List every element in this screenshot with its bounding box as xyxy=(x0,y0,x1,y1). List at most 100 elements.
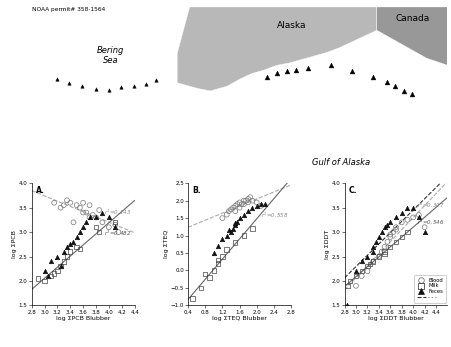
Point xyxy=(235,200,243,205)
Point xyxy=(257,203,264,209)
Point xyxy=(357,273,364,279)
Point xyxy=(227,229,234,235)
Y-axis label: log ΣDDT: log ΣDDT xyxy=(325,230,330,259)
Point xyxy=(248,226,255,231)
Point xyxy=(73,234,80,240)
Point xyxy=(386,244,393,249)
Point xyxy=(223,212,230,218)
Point xyxy=(57,263,64,269)
Point xyxy=(86,202,93,208)
Point xyxy=(86,215,93,220)
Text: Canada: Canada xyxy=(394,14,428,23)
Point xyxy=(189,296,196,301)
Point xyxy=(414,215,422,220)
Point xyxy=(63,197,70,203)
Point xyxy=(47,259,55,264)
Point xyxy=(41,268,48,274)
Point xyxy=(92,215,99,220)
X-axis label: log ΣDDT Blubber: log ΣDDT Blubber xyxy=(367,316,423,321)
Point xyxy=(57,263,64,269)
Point xyxy=(372,239,379,245)
Point xyxy=(346,278,353,284)
Point xyxy=(111,222,119,228)
Text: Alaska: Alaska xyxy=(276,21,306,30)
Point xyxy=(206,275,213,280)
Point xyxy=(60,202,67,208)
Point xyxy=(253,200,260,205)
Point xyxy=(92,225,99,230)
Point xyxy=(111,225,119,230)
X-axis label: log ΣTEQ Blubber: log ΣTEQ Blubber xyxy=(212,316,267,321)
Text: $r^2$=0.494: $r^2$=0.494 xyxy=(416,274,443,283)
Point xyxy=(352,273,359,279)
Point xyxy=(79,210,87,215)
Point xyxy=(225,228,232,233)
Point xyxy=(63,244,70,249)
Point xyxy=(369,244,376,249)
Point xyxy=(380,251,387,257)
Point xyxy=(83,210,90,215)
Text: C.: C. xyxy=(348,186,356,195)
X-axis label: log ΣPCB Blubber: log ΣPCB Blubber xyxy=(56,316,110,321)
Point xyxy=(239,198,247,203)
Point xyxy=(76,229,83,235)
Point xyxy=(57,205,64,210)
Point xyxy=(89,212,96,218)
Point xyxy=(60,259,67,264)
Y-axis label: log ΣTEQ: log ΣTEQ xyxy=(164,230,169,259)
Point xyxy=(86,215,93,220)
Point xyxy=(66,249,74,254)
Point xyxy=(357,268,364,274)
Point xyxy=(83,220,90,225)
Point xyxy=(380,225,387,230)
Point xyxy=(41,278,48,284)
Text: $r^2$=0.143: $r^2$=0.143 xyxy=(104,208,131,217)
Point xyxy=(54,254,61,259)
Point xyxy=(70,239,77,245)
Point xyxy=(374,254,382,259)
Point xyxy=(76,205,83,210)
Point xyxy=(397,234,405,240)
Point xyxy=(79,200,87,205)
Text: $r^2$=0.307: $r^2$=0.307 xyxy=(416,201,443,210)
Point xyxy=(70,220,77,225)
Point xyxy=(47,273,55,279)
Point xyxy=(111,220,119,225)
Point xyxy=(377,249,385,254)
Point xyxy=(386,232,393,237)
Point xyxy=(92,215,99,220)
Y-axis label: log ΣPCB: log ΣPCB xyxy=(12,230,17,258)
Point xyxy=(363,254,370,259)
Point xyxy=(210,268,217,273)
Point xyxy=(244,200,251,205)
Point xyxy=(386,234,393,240)
Point xyxy=(403,217,410,223)
Point xyxy=(403,205,410,210)
Point xyxy=(386,220,393,225)
Point xyxy=(363,263,370,269)
Point xyxy=(66,242,74,247)
Text: $r^2$=0.546: $r^2$=0.546 xyxy=(416,218,443,227)
Point xyxy=(231,208,239,214)
Point xyxy=(403,229,410,235)
Point xyxy=(105,215,112,220)
Point xyxy=(239,233,247,238)
Point xyxy=(51,271,58,276)
Point xyxy=(383,239,390,245)
Point xyxy=(369,259,376,264)
Point xyxy=(343,283,350,289)
Point xyxy=(79,225,87,230)
Point xyxy=(391,225,399,230)
Point xyxy=(389,229,396,235)
Point xyxy=(223,233,230,238)
Point xyxy=(214,243,221,249)
Point xyxy=(380,249,387,254)
Point xyxy=(223,247,230,252)
Polygon shape xyxy=(177,7,376,91)
Point xyxy=(374,234,382,240)
Point xyxy=(409,215,416,220)
Point xyxy=(231,222,239,228)
Point xyxy=(391,227,399,232)
Point xyxy=(218,254,226,259)
Text: NOAA permit# 358-1564: NOAA permit# 358-1564 xyxy=(32,7,105,12)
